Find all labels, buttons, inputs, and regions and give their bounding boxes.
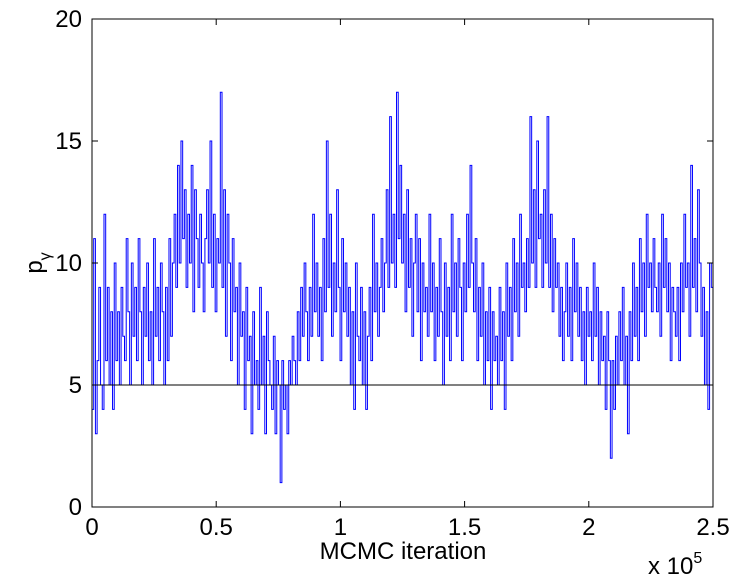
y-axis-label-subscript: γ: [37, 252, 54, 260]
y-tick-label: 20: [55, 6, 82, 33]
y-tick-label: 10: [55, 250, 82, 277]
series-layer: [92, 91, 713, 484]
series-trace-line: [92, 91, 713, 484]
y-tick-label: 15: [55, 128, 82, 155]
tick-layer: 0 0.5 1 1.5 2 2.5 0 5 10 15 20: [55, 6, 729, 541]
x-axis-multiplier-base: x 10: [648, 553, 693, 577]
x-axis-multiplier-exponent: 5: [693, 550, 702, 567]
svg-text:pγ: pγ: [21, 252, 54, 273]
x-axis-multiplier: x 105: [648, 550, 702, 577]
x-axis-label: MCMC iteration: [320, 538, 487, 565]
x-tick-label: 0: [85, 514, 98, 541]
y-tick-label: 0: [69, 494, 82, 521]
x-tick-label: 0.5: [200, 514, 233, 541]
x-tick-label: 2: [582, 514, 595, 541]
plot-frame: [91, 18, 714, 508]
x-tick-label: 1: [334, 514, 347, 541]
y-axis-label-main: p: [21, 260, 48, 273]
y-tick-label: 5: [69, 372, 82, 399]
x-tick-label: 2.5: [696, 514, 729, 541]
x-tick-label: 1.5: [448, 514, 481, 541]
y-axis-label: pγ: [21, 252, 54, 273]
